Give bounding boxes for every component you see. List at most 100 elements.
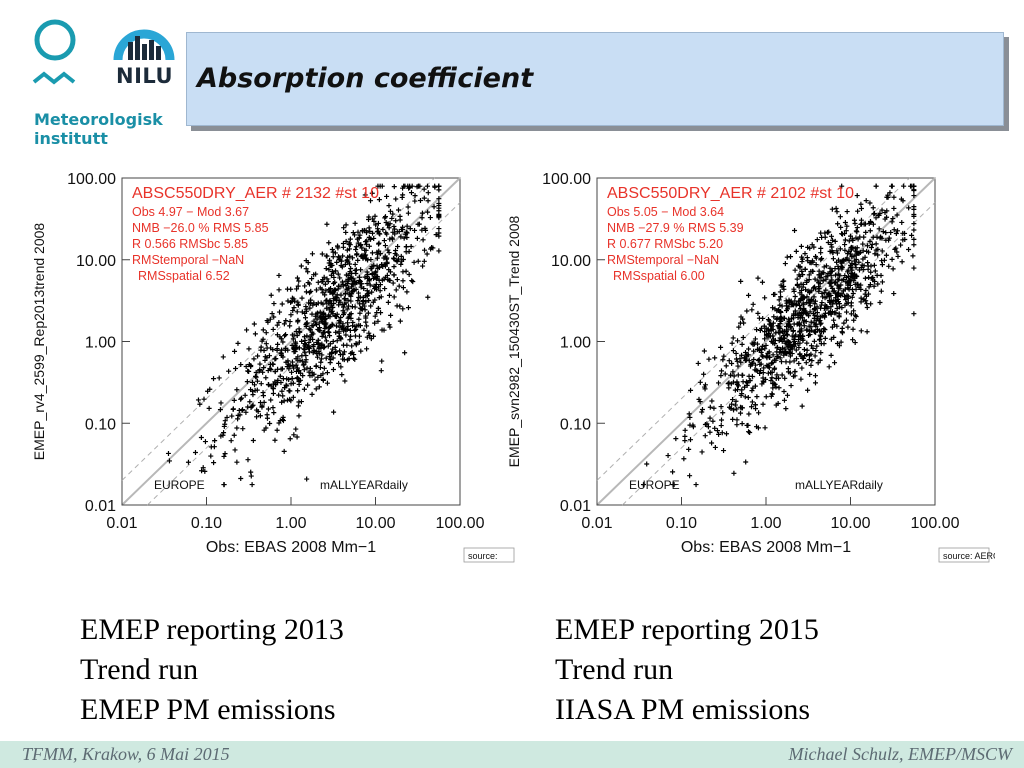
data-point: [254, 407, 260, 413]
data-point: [288, 398, 294, 404]
data-point: [792, 293, 798, 299]
data-point: [682, 438, 688, 444]
data-point: [303, 357, 309, 363]
data-point: [267, 421, 273, 427]
data-point: [804, 340, 810, 346]
data-point: [759, 353, 765, 359]
data-point: [365, 290, 371, 296]
data-point: [341, 225, 347, 231]
data-point: [790, 328, 796, 334]
data-point: [773, 402, 779, 408]
data-point: [278, 379, 284, 385]
data-point: [749, 373, 755, 379]
data-point: [818, 302, 824, 308]
data-point: [761, 365, 767, 371]
data-point: [436, 208, 442, 214]
data-point: [355, 229, 361, 235]
data-point: [291, 305, 297, 311]
data-point: [330, 249, 336, 255]
data-point: [278, 336, 284, 342]
data-point: [244, 379, 250, 385]
data-point: [853, 314, 859, 320]
data-point: [432, 184, 438, 190]
data-point: [390, 211, 396, 217]
data-point: [733, 356, 739, 362]
region-label: EUROPE: [629, 478, 680, 492]
data-point: [270, 405, 276, 411]
data-point: [752, 362, 758, 368]
data-point: [876, 212, 882, 218]
data-point: [810, 311, 816, 317]
data-point: [338, 315, 344, 321]
data-point: [331, 280, 337, 286]
data-point: [222, 451, 228, 457]
y-tick-label: 10.00: [76, 253, 116, 270]
data-point: [211, 460, 217, 466]
data-point: [349, 343, 355, 349]
data-point: [879, 207, 885, 213]
data-point: [756, 357, 762, 363]
data-point: [271, 301, 277, 307]
data-point: [244, 327, 250, 333]
data-point: [274, 347, 280, 353]
data-point: [400, 257, 406, 263]
data-point: [861, 234, 867, 240]
data-point: [345, 357, 351, 363]
data-point: [216, 375, 222, 381]
data-point: [285, 298, 291, 304]
data-point: [799, 268, 805, 274]
data-point: [293, 356, 299, 362]
data-point: [813, 253, 819, 259]
data-point: [260, 369, 266, 375]
data-point: [274, 427, 280, 433]
data-point: [739, 352, 745, 358]
data-point: [371, 218, 377, 224]
data-point: [755, 341, 761, 347]
data-point: [375, 305, 381, 311]
data-point: [431, 204, 437, 210]
data-point: [834, 341, 840, 347]
data-point: [816, 268, 822, 274]
data-point: [364, 293, 370, 299]
data-point: [218, 433, 224, 439]
data-point: [298, 263, 304, 269]
data-point: [696, 396, 702, 402]
data-point: [295, 319, 301, 325]
data-point: [855, 208, 861, 214]
data-point: [314, 316, 320, 322]
data-point: [828, 233, 834, 239]
data-point: [353, 342, 359, 348]
scatter-points: [165, 183, 442, 488]
data-point: [262, 357, 268, 363]
data-point: [283, 318, 289, 324]
data-point: [405, 210, 411, 216]
data-point: [200, 465, 206, 471]
data-point: [755, 275, 761, 281]
data-point: [358, 348, 364, 354]
data-point: [345, 323, 351, 329]
data-point: [867, 282, 873, 288]
data-point: [810, 298, 816, 304]
data-point: [341, 328, 347, 334]
data-point: [340, 253, 346, 259]
data-point: [342, 262, 348, 268]
data-point: [890, 216, 896, 222]
data-point: [895, 253, 901, 259]
data-point: [419, 215, 425, 221]
data-point: [858, 328, 864, 334]
data-point: [688, 387, 694, 393]
data-point: [728, 372, 734, 378]
data-point: [376, 241, 382, 247]
data-point: [436, 203, 442, 209]
data-point: [359, 245, 365, 251]
data-point: [766, 349, 772, 355]
data-point: [762, 425, 768, 431]
data-point: [792, 373, 798, 379]
caption-2015-line-3: IIASA PM emissions: [555, 693, 811, 726]
data-point: [763, 376, 769, 382]
scatter-svg: 0.01 0.10 1.00 10.00 100.00 0.01 0.10 1.00 10.00…: [506, 171, 995, 563]
data-point: [339, 279, 345, 285]
data-point: [377, 288, 383, 294]
data-point: [320, 377, 326, 383]
data-point: [313, 363, 319, 369]
